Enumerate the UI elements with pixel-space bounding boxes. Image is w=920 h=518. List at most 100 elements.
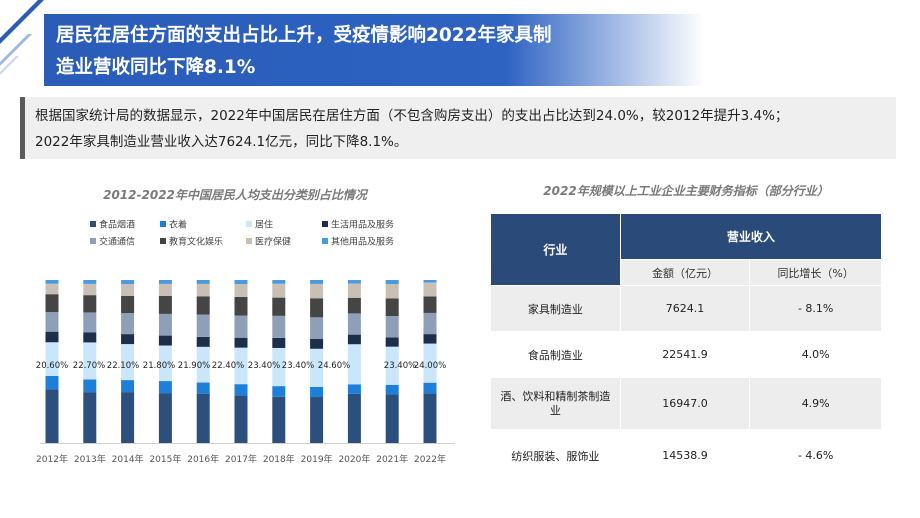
- header-amount: 金额（亿元）: [619, 259, 751, 286]
- bar-segment: [272, 396, 286, 443]
- bar-segment: [45, 312, 59, 332]
- bar-segment: [45, 331, 59, 343]
- bar-segment: [158, 393, 172, 443]
- legend-label: 其他用品及服务: [331, 236, 394, 248]
- bar-segment: [423, 334, 437, 344]
- cell-amount: 7624.1: [619, 285, 751, 332]
- x-tick-label: 2022年: [414, 453, 446, 465]
- bar-segment: [45, 280, 59, 284]
- legend-swatch: [322, 238, 328, 244]
- x-tick-label: 2013年: [74, 453, 106, 465]
- legend-swatch: [160, 221, 166, 227]
- x-tick-label: 2020年: [338, 453, 370, 465]
- bar-segment: [234, 337, 248, 348]
- bar-segment: [196, 382, 210, 394]
- bar-segment: [196, 336, 210, 347]
- bar-segment: [196, 346, 210, 383]
- bar-segment: [158, 295, 172, 314]
- bar-segment: [310, 348, 324, 387]
- cell-growth: 4.0%: [749, 331, 882, 378]
- data-label: 21.80%: [143, 361, 175, 371]
- bar-segment: [423, 280, 437, 283]
- bar-segment: [385, 280, 399, 285]
- summary-line1: 根据国家统计局的数据显示，2022年中国居民在居住方面（不包含购房支出）的支出占…: [35, 108, 789, 124]
- x-tick-label: 2014年: [112, 453, 144, 465]
- bar-segment: [196, 296, 210, 315]
- bar-segment: [83, 280, 97, 284]
- cell-industry: 酒、饮料和精制茶制造业: [490, 377, 621, 430]
- data-label: 24.00%: [414, 361, 446, 371]
- table-title: 2022年规模以上工业企业主要财务指标（部分行业）: [543, 184, 829, 198]
- bar-segment: [45, 389, 59, 443]
- bar-segment: [272, 386, 286, 397]
- bar-segment: [423, 312, 437, 335]
- bar-segment: [234, 384, 248, 396]
- x-tick-label: 2019年: [301, 453, 333, 465]
- bar-segment: [83, 283, 97, 296]
- cell-industry: 家具制造业: [490, 285, 621, 332]
- x-tick-label: 2016年: [187, 453, 219, 465]
- table-row: 食品制造业 22541.9 4.0%: [490, 331, 882, 378]
- legend-swatch: [160, 238, 166, 244]
- legend-swatch: [246, 238, 252, 244]
- legend-label: 生活用品及服务: [331, 219, 394, 231]
- bar-segment: [196, 280, 210, 284]
- bar-segment: [83, 392, 97, 443]
- x-tick-label: 2018年: [263, 453, 295, 465]
- legend-swatch: [322, 221, 328, 227]
- bar-segment: [121, 344, 135, 381]
- bar-segment: [121, 334, 135, 345]
- chart-title: 2012-2022年中国居民人均支出分类别占比情况: [103, 188, 367, 202]
- bar-segment: [423, 343, 437, 383]
- bar-segment: [121, 280, 135, 285]
- bar-segment: [45, 283, 59, 295]
- bar-segment: [121, 313, 135, 335]
- bar-segment: [347, 393, 361, 443]
- bar-segment: [272, 337, 286, 348]
- bar-segment: [158, 335, 172, 346]
- summary-line2: 2022年家具制造业营业收入达7624.1亿元，同比下降8.1%。: [35, 134, 408, 150]
- bar-segment: [234, 280, 248, 285]
- bar-segment: [158, 381, 172, 394]
- cell-industry: 食品制造业: [490, 331, 621, 378]
- page-title: 居民在居住方面的支出占比上升，受疫情影响2022年家具制 造业营收同比下降8.1…: [44, 14, 704, 86]
- bar-segment: [310, 283, 324, 299]
- bar-segment: [83, 342, 97, 380]
- data-label: 23.40%: [248, 361, 280, 371]
- page-title-line1: 居民在居住方面的支出占比上升，受疫情影响2022年家具制: [56, 25, 552, 46]
- legend-swatch: [90, 221, 96, 227]
- bar-segment: [234, 284, 248, 297]
- bar-segment: [234, 296, 248, 316]
- bar-segment: [158, 283, 172, 296]
- bar-segment: [272, 297, 286, 316]
- bar-segment: [45, 375, 59, 390]
- bar-segment: [158, 345, 172, 382]
- cell-amount: 22541.9: [619, 331, 751, 378]
- x-tick-label: 2017年: [225, 453, 257, 465]
- x-tick-label: 2021年: [376, 453, 408, 465]
- legend-label: 交通通信: [99, 236, 135, 248]
- bar-segment: [310, 298, 324, 318]
- bar-segment: [347, 280, 361, 284]
- table-row: 酒、饮料和精制茶制造业 16947.0 4.9%: [490, 377, 882, 430]
- legend-label: 居住: [255, 219, 273, 231]
- bar-segment: [158, 313, 172, 336]
- bar-segment: [385, 284, 399, 299]
- bar-segment: [121, 295, 135, 314]
- financial-table: 行业 营业收入 金额（亿元） 同比增长（%） 家具制造业 7624.1 - 8.…: [490, 213, 883, 482]
- legend-label: 食品烟酒: [99, 219, 135, 231]
- bar-segment: [158, 280, 172, 284]
- legend-label: 教育文化娱乐: [169, 236, 223, 248]
- bar-segment: [45, 294, 59, 313]
- bar-segment: [423, 382, 437, 394]
- bar-segment: [310, 339, 324, 349]
- bar-segment: [196, 393, 210, 443]
- bar-segment: [423, 296, 437, 313]
- bar-segment: [347, 313, 361, 335]
- legend-swatch: [90, 238, 96, 244]
- bar-segment: [83, 312, 97, 333]
- data-label: 24.60%: [318, 361, 350, 371]
- bar-segment: [83, 379, 97, 393]
- x-tick-label: 2012年: [36, 453, 68, 465]
- bar-segment: [196, 314, 210, 337]
